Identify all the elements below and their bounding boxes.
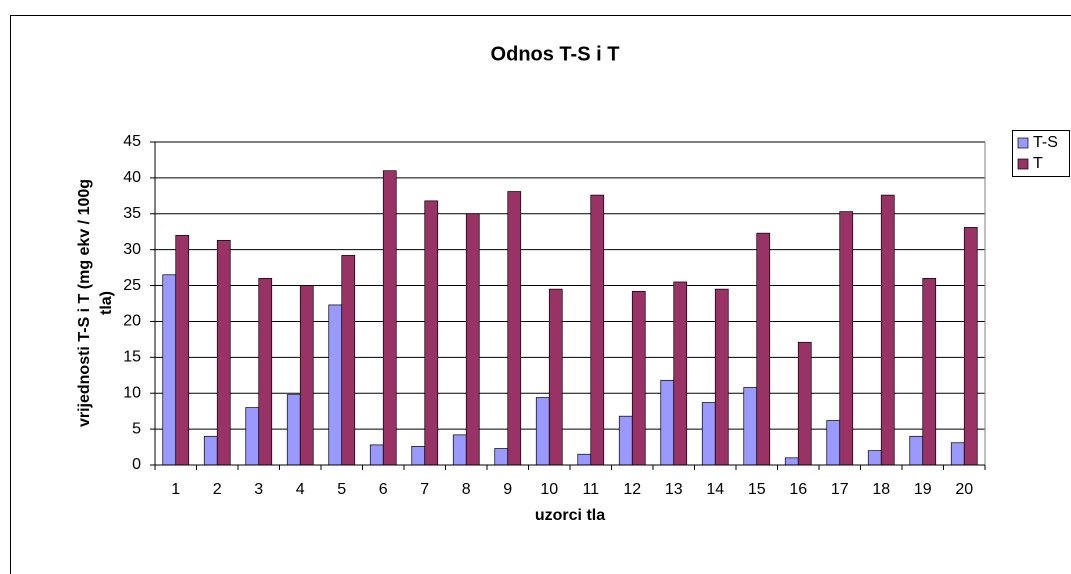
x-tick-label: 7	[420, 481, 429, 498]
bar	[618, 415, 633, 466]
x-tick-label: 20	[955, 481, 973, 498]
x-tick-label: 3	[254, 481, 263, 498]
x-tick-label: 6	[379, 481, 388, 498]
y-tick-label: 40	[123, 169, 141, 186]
bar	[673, 281, 688, 466]
bar	[424, 200, 439, 466]
x-tick-label: 18	[872, 481, 890, 498]
bar	[950, 442, 965, 466]
bar	[867, 450, 882, 466]
y-tick-label: 45	[123, 133, 141, 150]
bar	[839, 211, 854, 466]
bar	[548, 288, 563, 466]
bar	[452, 434, 467, 466]
bar	[382, 170, 397, 466]
x-tick-label: 13	[665, 481, 683, 498]
bar	[507, 191, 522, 466]
bar	[535, 397, 550, 466]
y-axis-title: vrijednosti T-S i T (mg ekv / 100g tla)	[76, 179, 115, 427]
x-tick-label: 11	[582, 481, 599, 498]
x-tick-label: 19	[914, 481, 932, 498]
x-tick-label: 5	[337, 481, 346, 498]
y-axis-title-line: tla)	[98, 291, 115, 315]
y-tick-label: 25	[123, 277, 141, 294]
x-tick-label: 4	[296, 481, 305, 498]
y-tick-label: 15	[123, 349, 141, 366]
bar	[756, 232, 771, 466]
x-tick-label: 2	[213, 481, 222, 498]
y-tick-label: 30	[123, 241, 141, 258]
bar	[494, 448, 509, 466]
x-tick-label: 12	[623, 481, 641, 498]
bar	[714, 288, 729, 466]
bar	[245, 407, 260, 466]
x-tick-label: 15	[748, 481, 766, 498]
bar	[922, 278, 937, 466]
bar	[465, 213, 480, 466]
bar	[590, 194, 605, 466]
y-tick-label: 20	[123, 313, 141, 330]
bar	[784, 457, 799, 466]
legend-label: T	[1033, 155, 1043, 172]
bar	[175, 234, 190, 466]
bar	[909, 435, 924, 466]
bar	[299, 285, 314, 466]
bar	[258, 278, 273, 466]
legend-swatch	[1017, 137, 1029, 149]
bar	[328, 304, 343, 466]
bar	[162, 274, 177, 466]
bar	[369, 444, 384, 466]
bar	[341, 255, 356, 466]
x-axis-title: uzorci tla	[535, 507, 605, 524]
bar	[577, 453, 592, 466]
y-tick-label: 35	[123, 205, 141, 222]
y-tick-label: 5	[132, 420, 141, 437]
y-tick-label: 0	[132, 456, 141, 473]
legend-label: T-S	[1033, 134, 1058, 151]
x-tick-label: 9	[503, 481, 512, 498]
bar	[743, 387, 758, 466]
y-tick-label: 10	[123, 384, 141, 401]
bar	[660, 379, 675, 466]
bar	[797, 341, 812, 466]
x-tick-label: 17	[831, 481, 849, 498]
bar	[631, 290, 646, 466]
chart-title: Odnos T-S i T	[491, 43, 620, 65]
bar	[701, 402, 716, 466]
x-tick-label: 16	[789, 481, 807, 498]
legend-swatch	[1017, 158, 1029, 170]
y-axis-title-line: vrijednosti T-S i T (mg ekv / 100g	[76, 179, 93, 427]
bar	[963, 227, 978, 466]
x-tick-label: 1	[171, 481, 180, 498]
bar	[216, 239, 231, 466]
x-tick-label: 8	[462, 481, 471, 498]
bar	[826, 420, 841, 466]
bar	[286, 394, 301, 466]
x-tick-label: 10	[540, 481, 558, 498]
x-tick-label: 14	[706, 481, 724, 498]
bar	[411, 445, 426, 466]
bar	[203, 435, 218, 466]
bar	[880, 194, 895, 466]
